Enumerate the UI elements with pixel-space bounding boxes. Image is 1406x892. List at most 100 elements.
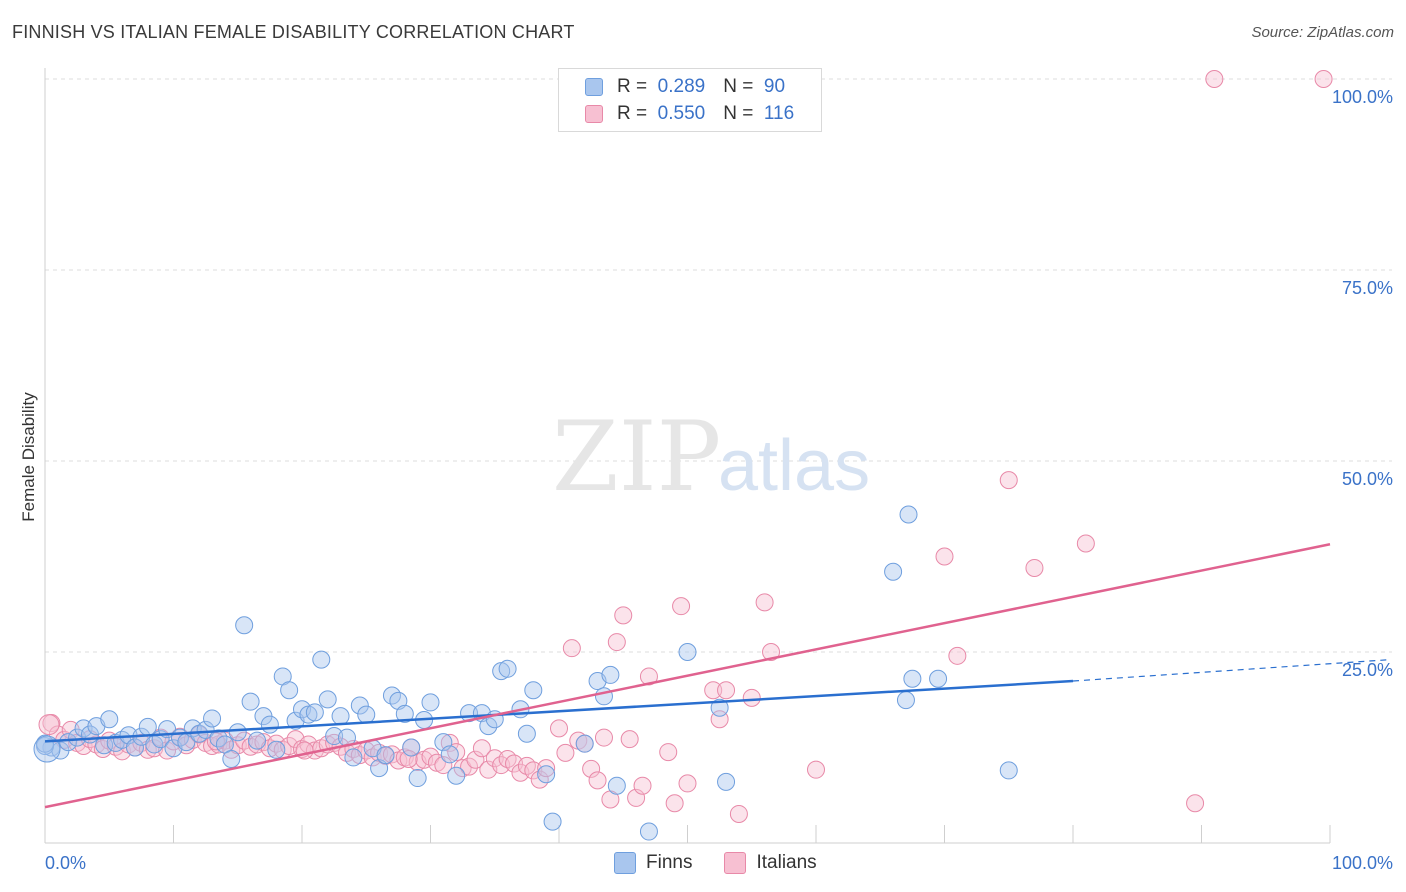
italians-point	[755, 593, 774, 612]
finns-point	[370, 759, 389, 778]
italians-point	[614, 606, 633, 625]
finns-point	[607, 776, 626, 795]
italians-point	[1205, 70, 1224, 88]
italians-point	[295, 741, 314, 760]
finns-point	[267, 740, 286, 759]
finns-point	[318, 690, 337, 709]
source-label: Source: ZipAtlas.com	[1251, 24, 1394, 41]
italians-point	[1186, 794, 1205, 813]
finns-point	[524, 681, 543, 700]
finns-point	[408, 769, 427, 788]
chart-title: FINNISH VS ITALIAN FEMALE DISABILITY COR…	[12, 22, 575, 42]
finns-legend-label: Finns	[646, 852, 693, 873]
italians-point	[607, 633, 626, 652]
italians-point	[1025, 558, 1044, 577]
finns-point	[899, 505, 918, 524]
italians-point	[498, 749, 517, 768]
finns-point	[325, 727, 344, 746]
italians-point	[485, 749, 504, 768]
trend-lines	[44, 543, 1391, 809]
italians-point	[556, 743, 575, 762]
italians-point	[807, 760, 825, 779]
finns-point	[241, 692, 260, 711]
finns-point	[222, 749, 241, 768]
finns-point	[389, 691, 408, 710]
finns-points	[33, 505, 1018, 841]
italians-point	[1076, 534, 1095, 553]
legend-item-finns[interactable]: Finns	[614, 852, 692, 874]
italians-point	[399, 749, 418, 768]
finns-point	[884, 562, 903, 581]
series-legend: Finns Italians	[614, 852, 849, 874]
finns-point-cluster	[33, 735, 61, 763]
italians-point	[460, 757, 479, 776]
finns-point	[440, 745, 459, 764]
legend-item-italians[interactable]: Italians	[724, 852, 817, 874]
italians-point	[762, 643, 781, 661]
italians-r-value: 0.550	[657, 103, 706, 124]
italians-point	[517, 756, 536, 775]
italians-point	[466, 750, 485, 769]
italians-point	[665, 794, 684, 813]
axes	[44, 68, 1331, 844]
y-tick-label-3: 100.0%	[1332, 87, 1393, 107]
finns-point	[903, 669, 922, 688]
y-axis-label: Female Disability	[19, 392, 38, 522]
finns-point	[138, 717, 157, 736]
finns-point	[376, 746, 395, 765]
finns-point	[312, 650, 331, 669]
finns-point	[203, 709, 222, 728]
italians-point	[633, 776, 652, 795]
finns-point	[710, 698, 729, 717]
finns-swatch	[585, 78, 603, 96]
finns-point	[395, 704, 414, 723]
finns-point	[248, 731, 267, 750]
correlation-legend: R = 0.289 N = 90 R = 0.550 N = 116	[558, 68, 822, 132]
finns-point	[196, 720, 215, 739]
italians-trend-line	[44, 543, 1331, 809]
italians-point	[948, 646, 967, 665]
legend-row-finns: R = 0.289 N = 90	[585, 75, 785, 99]
finns-point	[498, 659, 517, 678]
italians-swatch	[585, 105, 603, 123]
y-tick-label-1: 50.0%	[1342, 469, 1393, 489]
finns-point	[260, 715, 279, 734]
finns-point	[639, 822, 658, 841]
finns-point	[601, 665, 620, 684]
finns-point	[537, 765, 556, 784]
y-tick-label-2: 75.0%	[1342, 278, 1393, 298]
italians-n-label: N =	[723, 103, 754, 124]
finns-point	[717, 772, 736, 791]
italians-point	[453, 759, 472, 778]
italians-point	[659, 743, 678, 762]
italians-point	[588, 771, 607, 790]
finns-point	[575, 734, 594, 753]
finns-point	[344, 748, 363, 767]
italians-n-value: 116	[763, 103, 795, 124]
finns-point	[678, 643, 697, 661]
italians-legend-swatch	[724, 852, 747, 874]
finns-point	[228, 723, 247, 742]
finns-point	[331, 707, 350, 726]
finns-r-label: R =	[617, 76, 648, 97]
finns-r-value: 0.289	[657, 76, 706, 97]
italians-point	[639, 667, 658, 686]
finns-point	[125, 738, 144, 757]
finns-n-label: N =	[723, 76, 754, 97]
finns-point	[59, 733, 78, 752]
watermark-atlas: atlas	[718, 426, 870, 506]
x-tick-label-1: 100.0%	[1332, 853, 1393, 873]
italians-point	[999, 471, 1018, 490]
italians-point	[434, 756, 453, 775]
watermark-zip: ZIP	[552, 401, 721, 513]
italians-point	[537, 759, 556, 778]
x-tick-label-0: 0.0%	[45, 853, 86, 873]
finns-point	[402, 738, 421, 757]
italians-point	[678, 774, 697, 793]
italians-point	[582, 759, 601, 778]
finns-trend-line	[44, 679, 1074, 743]
finns-point	[999, 761, 1018, 780]
y-tick-label-0: 25.0%	[1342, 660, 1393, 680]
italians-legend-label: Italians	[756, 852, 817, 873]
finns-n-value: 90	[763, 76, 786, 97]
